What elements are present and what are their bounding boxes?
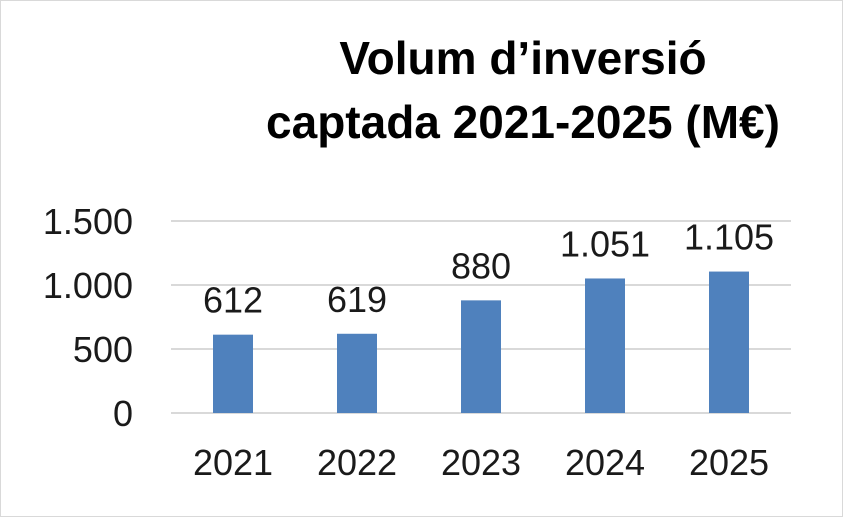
- data-label-2023: 880: [451, 245, 511, 286]
- chart-title-line-2: captada 2021-2025 (M€): [266, 96, 780, 148]
- chart-title-line-1: Volum d’inversió: [339, 32, 706, 84]
- bar-2022: [337, 333, 377, 413]
- x-tick-label-2021: 2021: [193, 442, 273, 483]
- y-tick-label-1: 500: [73, 329, 133, 370]
- data-label-2021: 612: [203, 280, 263, 321]
- data-label-2025: 1.105: [684, 217, 774, 258]
- y-tick-label-2: 1.000: [43, 265, 133, 306]
- x-tick-label-2024: 2024: [565, 442, 645, 483]
- x-tick-label-2022: 2022: [317, 442, 397, 483]
- x-axis-ticks: 2021 2022 2023 2024 2025: [193, 442, 769, 483]
- y-tick-label-3: 1.500: [43, 201, 133, 242]
- y-tick-label-0: 0: [113, 393, 133, 434]
- y-axis-ticks: 0 500 1.000 1.500: [43, 201, 133, 434]
- bars: [213, 271, 749, 413]
- bar-2024: [585, 278, 625, 413]
- x-tick-label-2023: 2023: [441, 442, 521, 483]
- bar-2023: [461, 300, 501, 413]
- bar-2021: [213, 334, 253, 413]
- bar-2025: [709, 271, 749, 413]
- data-label-2024: 1.051: [560, 223, 650, 264]
- data-labels: 612 619 880 1.051 1.105: [203, 217, 774, 321]
- x-tick-label-2025: 2025: [689, 442, 769, 483]
- data-label-2022: 619: [327, 279, 387, 320]
